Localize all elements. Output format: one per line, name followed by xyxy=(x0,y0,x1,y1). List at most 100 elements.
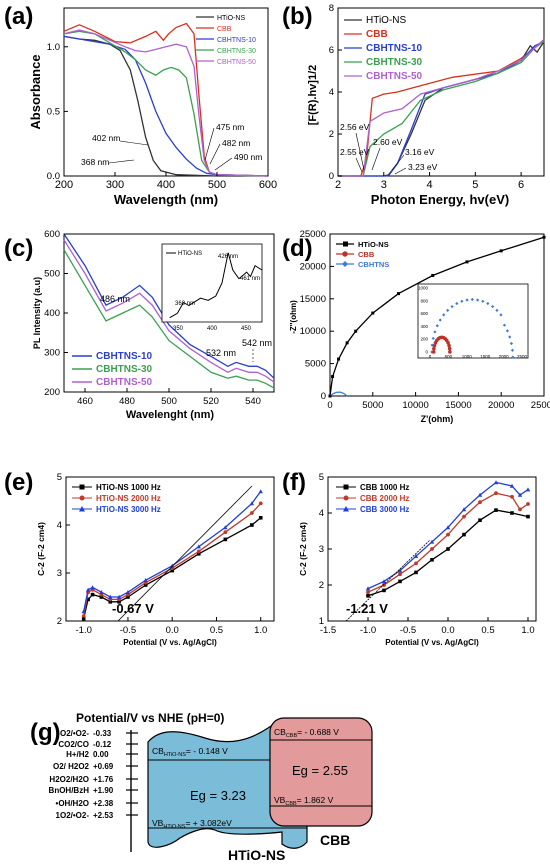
xtick-label-e-2: 0.0 xyxy=(166,625,179,636)
xtick-label-d-5: 25000 xyxy=(531,400,550,411)
point-f-2-5 xyxy=(445,525,451,530)
cbb-band-shape xyxy=(269,717,373,827)
series-c-2 xyxy=(63,239,275,383)
chart-c-ticks: 460 480 500 520 540 200 300 400 500 600 xyxy=(44,229,261,407)
annot-e-flatband: -0.67 V xyxy=(112,601,154,616)
potential-value-7: +2.53 xyxy=(93,811,114,820)
ytick-label-e-3: 5 xyxy=(57,472,62,483)
point-e-2-1 xyxy=(85,587,91,592)
annot-a-475: 475 nm xyxy=(216,122,244,132)
panel-d-label: (d) xyxy=(282,235,313,262)
xtick-label-a-0: 200 xyxy=(55,179,73,191)
chart-f: -1.5 -1.0 -0.5 0.0 0.5 1.0 1 2 3 4 5 Potential (V … xyxy=(298,472,537,647)
inset-d-xtick-5: 2500 xyxy=(517,354,528,359)
point-f-1-4 xyxy=(430,547,434,551)
point-f-2-7 xyxy=(477,492,483,497)
inset-d-ytick-5: 1000 xyxy=(418,286,429,291)
legend-e-marker-2 xyxy=(79,506,85,512)
fit-line-e xyxy=(117,485,253,622)
series-f-1 xyxy=(367,492,529,593)
legend-a-4: CBHTNS-50 xyxy=(217,59,256,66)
annot-a-402: 402 nm xyxy=(92,133,120,143)
legend-a-2: CBHTNS-10 xyxy=(217,37,256,44)
chart-d-frame xyxy=(329,233,545,397)
htio-band-shape xyxy=(147,721,308,849)
xtick-label-b-3: 5 xyxy=(472,179,478,191)
point-e-2-2 xyxy=(90,585,95,590)
chart-f-ticks: -1.5 -1.0 -0.5 0.0 0.5 1.0 1 2 3 4 5 xyxy=(319,472,535,636)
xtick-label-a-3: 500 xyxy=(208,179,226,191)
inset-d-cbb-point-2 xyxy=(432,343,437,348)
annot-a-475-arrow xyxy=(204,127,215,161)
legend-f-marker-0 xyxy=(343,484,349,490)
inset-d-cbhtns-point-10 xyxy=(460,299,464,303)
panel-e-label: (e) xyxy=(4,469,33,496)
point-d-0-8 xyxy=(465,260,469,264)
ytick-label-c-3: 500 xyxy=(44,269,60,280)
chart-d: 0500010000150002000025000050001000015000… xyxy=(289,229,550,424)
inset-d-cbhtns-point-8 xyxy=(450,304,454,309)
chart-a-legend: HTiO-NS CBB CBHTNS-10 CBHTNS-30 CBHTNS-5… xyxy=(196,15,256,66)
inset-d-cbhtns-point-22 xyxy=(509,341,514,346)
point-e-2-11 xyxy=(249,501,255,506)
ytick-label-d-5: 25000 xyxy=(300,229,326,240)
potential-species-0: O2/•O2- xyxy=(60,729,89,738)
potential-species-4: H2O2/H2O xyxy=(49,775,89,784)
inset-d-cbhtns-point-21 xyxy=(508,335,512,339)
ytick-label-c-0: 200 xyxy=(44,387,60,398)
series-a-1 xyxy=(63,22,269,177)
ytick-label-c-2: 400 xyxy=(44,308,60,319)
inset-d-cbhtns-point-16 xyxy=(490,304,495,309)
legend-a-1: CBB xyxy=(217,26,232,33)
point-e-1-12 xyxy=(258,501,263,506)
legend-e-marker-0 xyxy=(79,484,85,490)
inset-d-cbhtns-point-18 xyxy=(499,313,503,317)
point-e-2-12 xyxy=(258,489,263,494)
annot-b-323-arrow xyxy=(394,167,407,175)
point-e-2-0 xyxy=(81,609,86,614)
point-f-2-1 xyxy=(381,579,387,584)
point-f-0-9 xyxy=(510,511,514,515)
htio-cb-label: CBHTiO-NS= - 0.148 V xyxy=(152,746,228,758)
inset-d-cbhtns-point-5 xyxy=(438,318,442,322)
series-c-0 xyxy=(63,233,275,379)
legend-b-4: CBHTNS-50 xyxy=(366,71,423,82)
inset-d-cbhtns-point-7 xyxy=(446,308,450,312)
series-b-3 xyxy=(338,41,545,177)
annot-c-542: 542 nm xyxy=(242,338,272,348)
point-e-2-6 xyxy=(125,590,131,594)
point-e-2-3 xyxy=(99,590,104,594)
inset-d-cbhtns-point-20 xyxy=(505,329,509,333)
annot-a-402-arrow xyxy=(119,140,149,146)
series-f-0 xyxy=(367,509,529,597)
point-e-0-7 xyxy=(143,583,148,587)
potential-species-1: CO2/CO xyxy=(58,740,89,749)
ytick-label-e-1: 3 xyxy=(57,568,62,579)
annot-a-482-arrow xyxy=(209,143,221,165)
point-e-2-8 xyxy=(170,563,175,568)
inset-d-cbhtns-point-4 xyxy=(435,324,439,328)
chart-e-ticks: -1.0 -0.5 0.0 0.5 1.0 2 3 4 5 xyxy=(57,472,268,636)
band-diagram: Potential/V vs NHE (pH=0) O2/•O2- -0.33 CO… xyxy=(49,711,373,863)
xtick-label-d-1: 5000 xyxy=(362,400,383,411)
point-f-1-2 xyxy=(398,572,402,577)
ytick-label-b-1: 2 xyxy=(329,129,334,140)
inset-d-ytick-2: 400 xyxy=(420,324,428,329)
inset-d-ytick-4: 800 xyxy=(420,298,428,303)
ytick-label-f-1: 2 xyxy=(319,580,324,591)
ytick-label-d-1: 5000 xyxy=(305,359,326,370)
point-e-2-4 xyxy=(108,594,113,599)
panel-f-label: (f) xyxy=(282,469,306,496)
xtick-label-c-1: 480 xyxy=(119,396,135,407)
inset-d-cbhtns-point-11 xyxy=(465,298,469,302)
point-f-2-0 xyxy=(365,586,371,591)
point-f-2-11 xyxy=(525,487,531,492)
potential-value-6: +2.38 xyxy=(93,799,114,808)
point-d-0-10 xyxy=(542,235,546,239)
ytick-label-b-4: 8 xyxy=(329,3,334,14)
annot-b-256-arrow xyxy=(355,132,365,171)
inset-d-ytick-1: 200 xyxy=(420,337,428,342)
xtick-label-a-4: 600 xyxy=(259,179,277,191)
potential-value-4: +1.76 xyxy=(93,775,114,784)
